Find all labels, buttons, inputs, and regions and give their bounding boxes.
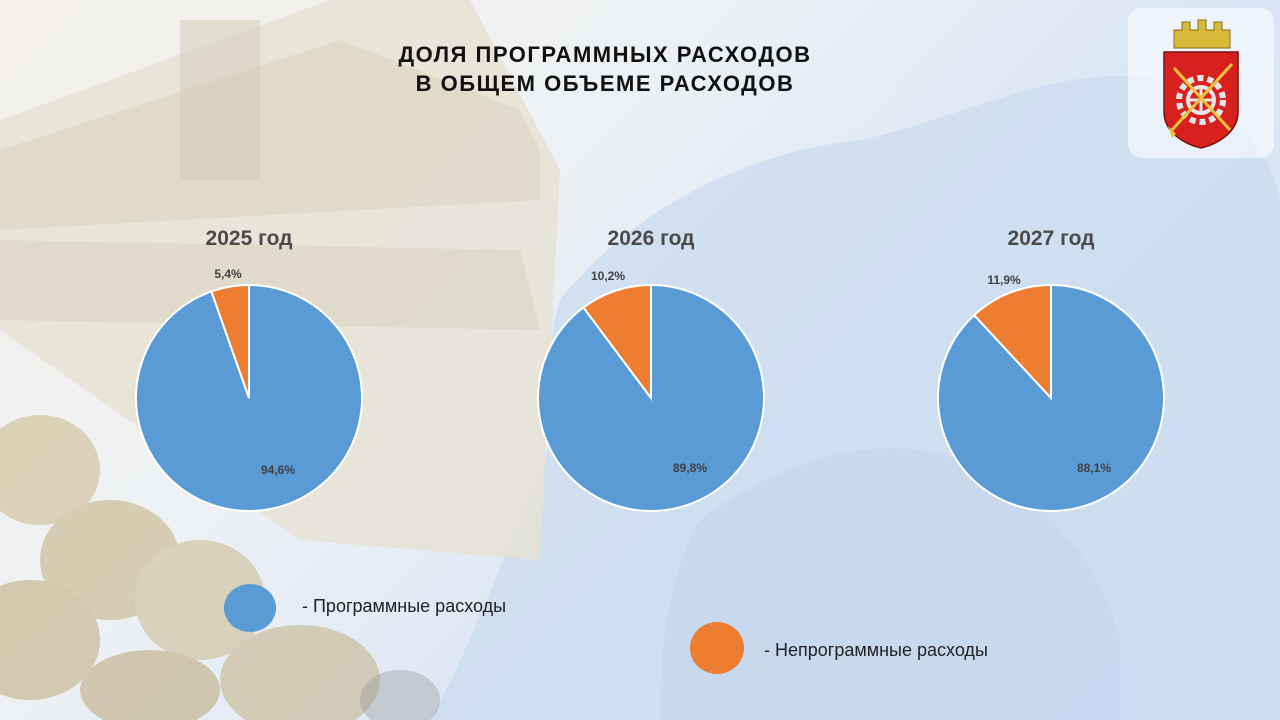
legend-label-programmnye: - Программные расходы — [302, 596, 507, 616]
banknote-band — [0, 40, 540, 230]
data-label-programmnye: 89,8% — [673, 461, 707, 475]
map-shape-inner — [660, 448, 1120, 720]
banknote-band — [0, 240, 540, 330]
city-coat-of-arms-icon — [1128, 8, 1274, 158]
chart-title: 2025 год — [206, 227, 293, 250]
data-label-programmnye: 88,1% — [1077, 461, 1111, 475]
pie-slice-neprogrammnye — [972, 283, 1052, 401]
data-label-neprogrammnye: 11,9% — [987, 273, 1021, 287]
pie-slice-neprogrammnye — [582, 283, 652, 402]
title-line-2: В ОБЩЕМ ОБЪЕМЕ РАСХОДОВ — [415, 71, 795, 96]
data-label-programmnye: 94,6% — [261, 463, 295, 477]
data-label-neprogrammnye: 10,2% — [591, 269, 625, 283]
data-label-neprogrammnye: 5,4% — [214, 267, 242, 281]
chart-title: 2027 год — [1008, 227, 1095, 250]
legend-label-neprogrammnye: - Непрограммные расходы — [764, 640, 988, 660]
banknote-detail — [180, 20, 260, 180]
pie-slice-neprogrammnye — [210, 283, 250, 399]
chart-title: 2026 год — [608, 227, 695, 250]
pie-chart-2: 2027 год 88,1% 11,9% — [937, 227, 1165, 512]
title-line-1: ДОЛЯ ПРОГРАММНЫХ РАСХОДОВ — [398, 42, 812, 67]
pie-chart-0: 2025 год 94,6% 5,4% — [135, 227, 363, 512]
legend-marker-neprogrammnye — [690, 622, 744, 674]
coins-shape — [0, 415, 440, 720]
legend-marker-programmnye — [224, 584, 276, 632]
pie-chart-1: 2026 год 89,8% 10,2% — [537, 227, 765, 512]
slide-title: ДОЛЯ ПРОГРАММНЫХ РАСХОДОВ В ОБЩЕМ ОБЪЕМЕ… — [300, 40, 910, 98]
